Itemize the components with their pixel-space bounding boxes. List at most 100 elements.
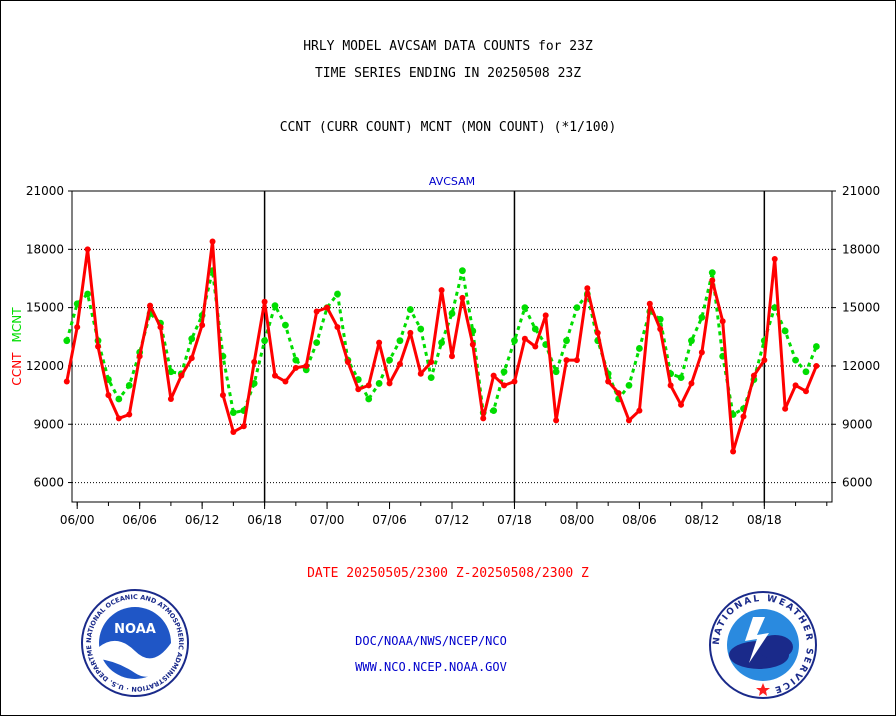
data-point-ccnt — [792, 382, 799, 389]
data-point-mcnt — [500, 368, 508, 376]
data-point-ccnt — [459, 294, 466, 301]
y-tick-label-right: 18000 — [842, 242, 880, 256]
data-point-ccnt — [730, 448, 737, 455]
data-point-ccnt — [802, 388, 809, 395]
data-point-ccnt — [709, 277, 716, 284]
data-point-mcnt — [802, 368, 810, 376]
data-point-mcnt — [406, 306, 414, 313]
y-tick-label-left: 15000 — [26, 301, 64, 315]
data-point-mcnt — [427, 374, 435, 381]
data-point-ccnt — [480, 415, 487, 422]
x-tick-label: 08/18 — [747, 513, 782, 527]
data-point-mcnt — [84, 290, 92, 298]
main-title: HRLY MODEL AVCSAM DATA COUNTS for 23Z — [303, 39, 593, 54]
data-point-ccnt — [344, 359, 351, 366]
noaa-center-text: NOAA — [114, 622, 156, 637]
data-point-mcnt — [167, 368, 175, 376]
data-point-mcnt — [792, 356, 799, 364]
data-point-ccnt — [105, 392, 112, 399]
data-point-ccnt — [157, 324, 164, 331]
x-tick-label: 08/00 — [560, 513, 595, 527]
data-point-mcnt — [490, 407, 498, 415]
x-tick-label: 07/18 — [497, 513, 532, 527]
data-point-ccnt — [147, 302, 154, 309]
data-point-mcnt — [708, 269, 716, 277]
data-point-ccnt — [178, 372, 185, 379]
y-axis-label-mcnt: MCNT — [10, 307, 24, 343]
data-point-ccnt — [573, 357, 580, 364]
data-point-ccnt — [750, 372, 757, 379]
data-point-mcnt — [229, 409, 237, 416]
data-point-ccnt — [251, 359, 258, 366]
data-point-ccnt — [667, 382, 674, 389]
data-point-ccnt — [209, 238, 216, 245]
x-tick-label: 08/12 — [685, 513, 720, 527]
data-point-ccnt — [698, 349, 705, 356]
sub-title: TIME SERIES ENDING IN 20250508 23Z — [314, 66, 582, 81]
data-point-ccnt — [188, 355, 195, 362]
y-tick-label-right: 12000 — [842, 359, 880, 373]
footer-org-path[interactable]: DOC/NOAA/NWS/NCEP/NCO — [355, 634, 507, 648]
data-point-ccnt — [428, 359, 435, 366]
data-point-ccnt — [167, 395, 174, 402]
y-tick-label-left: 9000 — [33, 417, 64, 431]
y-tick-label-left: 12000 — [26, 359, 64, 373]
data-point-mcnt — [365, 395, 373, 403]
x-tick-label: 06/18 — [247, 513, 282, 527]
data-point-ccnt — [126, 411, 133, 418]
data-point-ccnt — [615, 390, 622, 397]
data-point-ccnt — [303, 362, 310, 369]
data-point-ccnt — [646, 300, 653, 307]
data-point-ccnt — [115, 415, 122, 422]
data-point-ccnt — [240, 423, 247, 430]
data-point-ccnt — [355, 386, 362, 393]
y-axis-label: CCNT MCNT — [10, 307, 24, 386]
data-point-mcnt — [771, 304, 779, 312]
noaa-logo-icon: NATIONAL OCEANIC AND ATMOSPHERIC ADMINIS… — [81, 589, 189, 697]
series-ccnt — [63, 238, 820, 455]
data-point-mcnt — [125, 381, 133, 389]
data-point-mcnt — [334, 290, 341, 298]
x-tick-label: 07/12 — [435, 513, 470, 527]
data-point-mcnt — [417, 325, 425, 333]
data-point-mcnt — [635, 345, 643, 352]
data-point-ccnt — [365, 382, 372, 389]
data-point-mcnt — [115, 395, 123, 403]
x-tick-label: 07/06 — [372, 513, 407, 527]
data-point-mcnt — [459, 267, 466, 275]
data-point-ccnt — [542, 312, 549, 319]
y-tick-label-right: 9000 — [842, 417, 873, 431]
y-tick-label-right: 15000 — [842, 301, 880, 315]
panel-title: AVCSAM — [429, 175, 475, 188]
data-point-mcnt — [292, 356, 300, 364]
y-axis-label-ccnt: CCNT — [10, 352, 24, 386]
data-point-mcnt — [552, 368, 560, 376]
data-point-mcnt — [812, 343, 820, 350]
data-point-ccnt — [292, 364, 299, 371]
data-point-ccnt — [63, 378, 70, 385]
data-point-ccnt — [438, 287, 445, 294]
data-point-mcnt — [261, 337, 269, 345]
data-point-mcnt — [563, 337, 570, 345]
data-point-mcnt — [521, 304, 529, 312]
y-tick-label-right: 21000 — [842, 184, 880, 198]
data-point-ccnt — [313, 308, 320, 315]
date-range-label: DATE 20250505/2300 Z-20250508/2300 Z — [307, 566, 589, 581]
data-point-ccnt — [501, 382, 508, 389]
data-point-mcnt — [531, 325, 539, 333]
footer-website-link[interactable]: WWW.NCO.NCEP.NOAA.GOV — [355, 660, 507, 674]
x-tick-label: 06/00 — [60, 513, 95, 527]
data-point-ccnt — [230, 429, 237, 436]
data-point-ccnt — [282, 378, 289, 385]
data-point-ccnt — [511, 378, 518, 385]
data-point-ccnt — [771, 256, 778, 263]
data-point-ccnt — [396, 360, 403, 367]
data-point-mcnt — [63, 337, 71, 345]
data-point-ccnt — [636, 407, 643, 414]
data-point-mcnt — [511, 337, 518, 345]
data-point-ccnt — [95, 343, 102, 350]
grid-layer — [72, 191, 832, 502]
data-point-mcnt — [573, 304, 581, 312]
